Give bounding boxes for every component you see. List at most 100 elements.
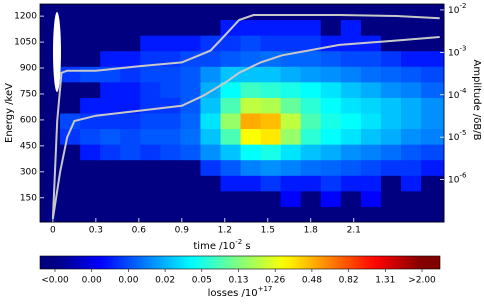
heatmap-cell — [380, 206, 402, 223]
heatmap-cell — [240, 113, 262, 130]
heatmap-cell — [60, 97, 81, 114]
colorbar-tick-label: >2.00 — [408, 276, 436, 286]
heatmap-cell — [401, 97, 422, 114]
heatmap-cell — [60, 113, 81, 130]
heatmap-cell — [180, 66, 201, 83]
heatmap-cell — [120, 19, 141, 36]
heatmap-cell — [200, 159, 222, 176]
y2-tick-base: 10 — [448, 90, 460, 100]
heatmap-cell — [280, 4, 302, 21]
heatmap-cell — [180, 175, 201, 192]
heatmap-cell — [360, 81, 382, 98]
y-tick-label: 900 — [20, 64, 37, 74]
heatmap-cell — [200, 190, 222, 207]
colorbar-tick-label: 0.00 — [82, 276, 102, 286]
y-tick-label: 600 — [20, 115, 37, 125]
y2-tick-base: 10 — [448, 48, 460, 58]
heatmap-cell — [320, 159, 342, 176]
heatmap-cell — [240, 66, 262, 83]
y2-tick-label: 10-4 — [448, 87, 467, 101]
heatmap-cell — [180, 190, 201, 207]
heatmap-cell — [360, 128, 382, 145]
heatmap-cell — [280, 175, 302, 192]
heatmap-cell — [120, 190, 141, 207]
heatmap-cell — [140, 113, 161, 130]
colorbar-tick-label: <0.00 — [41, 276, 69, 286]
heatmap-cell — [260, 97, 282, 114]
heatmap-cell — [220, 175, 242, 192]
heatmap-cell — [100, 97, 121, 114]
heatmap-cell — [220, 190, 242, 207]
heatmap-cell — [120, 113, 141, 130]
heatmap-cell — [240, 81, 262, 98]
heatmap-cell — [340, 50, 362, 67]
heatmap-cell — [380, 144, 402, 161]
heatmap-cell — [421, 19, 445, 36]
heatmap-cell — [401, 113, 422, 130]
heatmap-cell — [40, 206, 61, 223]
lines — [51, 14, 440, 219]
heatmap-cell — [300, 50, 322, 67]
y-tick-label: 750 — [20, 89, 37, 99]
heatmap-cell — [360, 19, 382, 36]
heatmap-cell — [300, 97, 322, 114]
colorbar-label-sup: +17 — [258, 285, 273, 293]
heatmap-cell — [60, 19, 81, 36]
heatmap-cell — [80, 35, 101, 52]
heatmap-cell — [80, 190, 101, 207]
heatmap-cell — [280, 144, 302, 161]
heatmap-cell — [340, 175, 362, 192]
heatmap-cell — [200, 144, 222, 161]
heatmap-cell — [160, 81, 181, 98]
y2-tick-base: 10 — [448, 5, 460, 15]
x-tick-label: 0.6 — [132, 226, 147, 236]
heatmap-cell — [360, 190, 382, 207]
heatmap-cell — [360, 159, 382, 176]
heatmap-cell — [280, 206, 302, 223]
heatmap-cell — [140, 128, 161, 145]
heatmap-cell — [180, 35, 201, 52]
heatmap-cell — [220, 4, 242, 21]
heatmap-cell — [280, 19, 302, 36]
heatmap-cell — [401, 190, 422, 207]
heatmap-cell — [160, 4, 181, 21]
y2-axis-label: Amplitude /δB/B — [471, 59, 482, 140]
colorbar-tick-label: 1.31 — [375, 276, 395, 286]
heatmap-cell — [421, 159, 445, 176]
heatmap-cell — [300, 175, 322, 192]
heatmap-cell — [120, 66, 141, 83]
heatmap-cell — [160, 144, 181, 161]
heatmap-cell — [340, 97, 362, 114]
heatmap-cell — [240, 35, 262, 52]
heatmap-cell — [240, 159, 262, 176]
y-tick-label: 1050 — [14, 38, 37, 48]
heatmap-cell — [180, 159, 201, 176]
heatmap-cell — [340, 128, 362, 145]
heatmap-cell — [320, 19, 342, 36]
heatmap-cell — [240, 175, 262, 192]
heatmap-cell — [120, 35, 141, 52]
heatmap-cell — [160, 66, 181, 83]
heatmap-cell — [380, 81, 402, 98]
heatmap-cell — [140, 66, 161, 83]
heatmap-cell — [100, 190, 121, 207]
heatmap-cell — [200, 175, 222, 192]
heatmap-cell — [140, 4, 161, 21]
heatmap-cell — [380, 4, 402, 21]
x-tick-label: 2.1 — [347, 226, 361, 236]
heatmap-cell — [380, 190, 402, 207]
heatmap-cell — [60, 175, 81, 192]
x-tick-label: 0 — [50, 226, 56, 236]
heatmap-cell — [300, 190, 322, 207]
heatmap-cell — [340, 144, 362, 161]
heatmap-cell — [421, 97, 445, 114]
heatmap-cell — [100, 206, 121, 223]
heatmap-cell — [200, 113, 222, 130]
heatmap-cell — [220, 35, 242, 52]
heatmap-cell — [360, 97, 382, 114]
x-axis-label-text: time /10 — [193, 241, 235, 252]
heatmap-cell — [260, 4, 282, 21]
heatmap-cell — [200, 97, 222, 114]
heatmap-cell — [320, 35, 342, 52]
heatmap-cell — [80, 175, 101, 192]
